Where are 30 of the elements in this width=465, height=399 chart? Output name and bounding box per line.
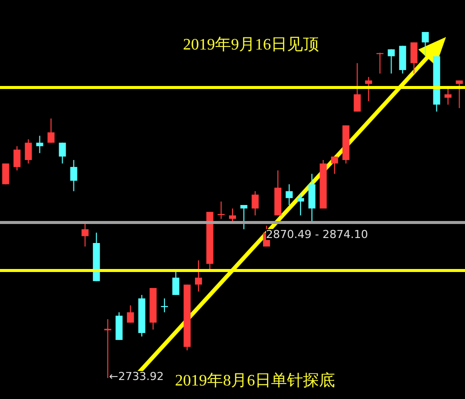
candlestick: [388, 48, 395, 74]
candlestick: [286, 184, 293, 206]
candlestick: [252, 190, 259, 216]
candlestick: [229, 208, 236, 223]
candlestick: [14, 146, 21, 171]
candlestick: [376, 52, 384, 74]
candlestick: [172, 270, 180, 296]
candlestick: [456, 80, 463, 109]
annotation: 2870.49 - 2874.10: [266, 228, 368, 241]
candlestick: [82, 222, 89, 248]
candlestick: [160, 298, 168, 313]
candlestick: [126, 304, 134, 324]
candlestick: [194, 260, 202, 292]
candlestick: [218, 201, 225, 220]
candlestick: [240, 204, 248, 230]
candlestick: [365, 76, 372, 102]
candlestick: [297, 194, 304, 216]
candlestick: [410, 42, 418, 74]
candlestick: [24, 138, 32, 164]
candlestick: [354, 62, 361, 112]
candlestick: [331, 156, 338, 174]
candlestick: [48, 118, 55, 144]
annotation: 2019年8月6日单针探底: [175, 372, 335, 390]
candlestick: [104, 318, 112, 378]
candlestick: [422, 32, 429, 57]
candlestick: [70, 160, 78, 192]
candlestick: [58, 142, 66, 164]
annotation: 2019年9月16日见顶: [183, 36, 319, 54]
annotation: ←2733.92: [109, 370, 164, 383]
candlestick: [36, 135, 44, 154]
